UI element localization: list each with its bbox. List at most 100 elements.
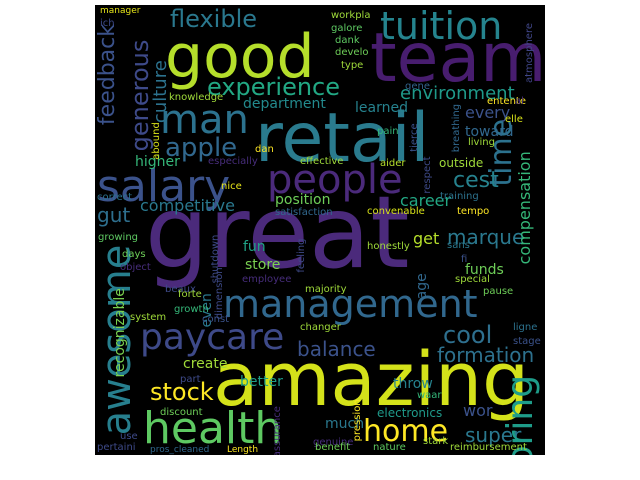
word-retail: retail bbox=[255, 99, 430, 178]
word-culture: culture bbox=[150, 60, 171, 124]
word-great: great bbox=[145, 174, 410, 291]
word-cloud: great amazing retail team good management peop… bbox=[95, 5, 545, 455]
word-team: team bbox=[370, 19, 545, 98]
word-salary: salary bbox=[97, 161, 231, 212]
word-part: part bbox=[180, 374, 201, 385]
word-benefit: benefit bbox=[315, 442, 351, 453]
word-training: training bbox=[440, 191, 479, 202]
word-better: better bbox=[240, 374, 283, 390]
word-super: super bbox=[465, 423, 522, 447]
word-correct: correct bbox=[97, 192, 133, 203]
word-genuine: genuine bbox=[313, 437, 354, 448]
word-al: al bbox=[515, 96, 524, 107]
word-fun: fun bbox=[243, 239, 266, 255]
word-age: age bbox=[414, 273, 430, 300]
word-galore: galore bbox=[331, 23, 363, 34]
word-honestly: honestly bbox=[367, 241, 410, 252]
word-discount: discount bbox=[160, 407, 203, 418]
word-management: management bbox=[223, 282, 478, 326]
word-feedback: feedback bbox=[95, 24, 120, 126]
word-dan: dan bbox=[255, 144, 274, 155]
word-formation: formation bbox=[437, 343, 535, 367]
word-position: position bbox=[275, 192, 331, 208]
word-elle: elle bbox=[505, 114, 523, 125]
word-convenable: convenable bbox=[367, 206, 425, 217]
word-flexible: flexible bbox=[170, 5, 257, 33]
word-health: health bbox=[143, 403, 283, 454]
word-gene: gene bbox=[405, 81, 430, 92]
word-marque: marque bbox=[447, 225, 525, 249]
word-waar: waar bbox=[417, 390, 442, 401]
word-balance: balance bbox=[297, 337, 376, 361]
word-effective: effective bbox=[300, 156, 344, 167]
word-man: man bbox=[160, 97, 249, 143]
word-pertaini: pertaini bbox=[97, 442, 136, 453]
word-dimension: dimension bbox=[214, 267, 225, 320]
word-aider: aider bbox=[380, 158, 406, 169]
word-fi: fi bbox=[461, 254, 468, 265]
word-cool: cool bbox=[443, 321, 493, 349]
word-paycare: paycare bbox=[140, 317, 285, 358]
word-days: days bbox=[122, 249, 146, 260]
word-wor: wor bbox=[463, 401, 493, 420]
word-store: store bbox=[245, 257, 281, 273]
word-abound: abound bbox=[151, 122, 162, 160]
word-funds: funds bbox=[465, 262, 504, 278]
word-feeling: feeling bbox=[296, 238, 307, 273]
word-majority: majority bbox=[305, 284, 347, 295]
word-learned: learned bbox=[355, 100, 408, 116]
word-tierce: tierce bbox=[409, 123, 420, 152]
word-pression: pression bbox=[352, 399, 363, 442]
word-length: Length bbox=[227, 445, 259, 455]
word-department: department bbox=[243, 96, 326, 112]
word-people: people bbox=[267, 157, 403, 203]
word-use: use bbox=[120, 431, 138, 442]
word-living: living bbox=[468, 137, 495, 148]
word-manager: manager bbox=[100, 6, 141, 16]
word-nice: nice bbox=[221, 181, 242, 192]
word-dank: dank bbox=[335, 35, 360, 46]
word-electronics: electronics bbox=[377, 406, 443, 420]
word-throw: throw bbox=[393, 376, 433, 392]
word-stage: stage bbox=[513, 336, 541, 347]
word-entente: entente bbox=[487, 96, 526, 107]
word-apple: apple bbox=[165, 133, 238, 163]
word-create: create bbox=[183, 356, 228, 372]
word-employee: employee bbox=[242, 274, 292, 285]
word-career: career bbox=[400, 191, 452, 210]
word-changer: changer bbox=[300, 322, 341, 333]
word-const: const bbox=[202, 314, 230, 325]
word-home: home bbox=[363, 414, 449, 449]
word-ich: ich bbox=[100, 18, 115, 29]
word-especially: especially bbox=[208, 156, 258, 167]
word-ligne: ligne bbox=[513, 322, 538, 333]
word-breathing: breathing bbox=[451, 103, 462, 153]
word-stock: stock bbox=[150, 378, 214, 406]
word-tuition: tuition bbox=[380, 5, 503, 48]
word-competitive: competitive bbox=[140, 196, 235, 215]
word-system: system bbox=[130, 312, 167, 323]
word-get: get bbox=[413, 229, 440, 248]
word-object: object bbox=[120, 262, 151, 273]
word-compensation: compensation bbox=[515, 151, 534, 265]
word-higher: higher bbox=[135, 154, 180, 170]
word-cest: cest bbox=[453, 168, 499, 193]
word-tempo: tempo bbox=[457, 206, 490, 217]
word-gut: gut bbox=[97, 203, 131, 227]
word-pros-cleaned: pros_cleaned bbox=[150, 445, 210, 455]
word-much: much bbox=[325, 416, 365, 432]
word-nature: nature bbox=[373, 442, 406, 453]
word-satisfaction: satisfaction bbox=[275, 207, 333, 218]
word-growing: growing bbox=[98, 232, 138, 243]
word-outside: outside bbox=[439, 156, 484, 170]
word-assurance: assurance bbox=[272, 406, 283, 455]
word-beaux: beaux bbox=[165, 284, 196, 295]
word-environment: environment bbox=[400, 83, 515, 104]
word-pain: pain bbox=[377, 126, 399, 137]
word-recognizable: recognizable bbox=[112, 288, 128, 378]
word-reimbursement: reimbursement bbox=[450, 442, 527, 453]
word-special: special bbox=[455, 274, 490, 285]
word-type: type bbox=[341, 60, 364, 71]
word-experience: experience bbox=[207, 73, 341, 101]
word-growth: growth bbox=[174, 304, 209, 315]
